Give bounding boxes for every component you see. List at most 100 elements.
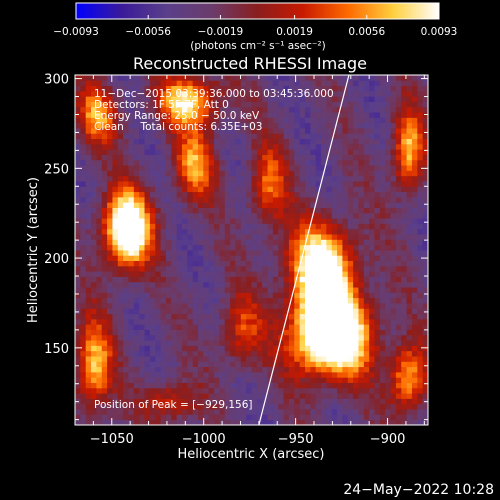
- heatmap-cell: [401, 117, 408, 124]
- heatmap-cell: [278, 292, 284, 299]
- heatmap-cell: [171, 419, 178, 425]
- heatmap-cell: [411, 361, 418, 368]
- heatmap-cell: [369, 138, 375, 145]
- heatmap-cell: [123, 96, 129, 102]
- heatmap-cell: [101, 393, 108, 399]
- heatmap-cell: [267, 90, 274, 97]
- heatmap-cell: [326, 191, 333, 198]
- heatmap-cell: [214, 234, 220, 240]
- heatmap-cell: [272, 244, 279, 251]
- heatmap-cell: [326, 414, 333, 421]
- heatmap-cell: [214, 96, 220, 102]
- heatmap-cell: [294, 181, 301, 187]
- heatmap-cell: [160, 170, 167, 177]
- heatmap-cell: [379, 149, 386, 155]
- heatmap-cell: [315, 154, 322, 161]
- heatmap-cell: [149, 398, 156, 405]
- heatmap-cell: [123, 308, 129, 315]
- heatmap-cell: [374, 377, 381, 383]
- heatmap-cell: [96, 366, 103, 373]
- heatmap-cell: [165, 80, 172, 86]
- heatmap-cell: [117, 149, 124, 155]
- heatmap-cell: [294, 234, 301, 240]
- heatmap-cell: [112, 308, 119, 315]
- heatmap-cell: [219, 265, 226, 272]
- heatmap-cell: [203, 106, 210, 113]
- heatmap-cell: [171, 207, 178, 214]
- heatmap-cell: [198, 196, 204, 203]
- heatmap-cell: [214, 329, 220, 336]
- heatmap-cell: [165, 133, 172, 140]
- heatmap-cell: [117, 170, 124, 177]
- heatmap-cell: [267, 265, 274, 272]
- heatmap-cell: [347, 281, 354, 288]
- heatmap-cell: [294, 218, 301, 224]
- heatmap-cell: [107, 387, 113, 394]
- heatmap-cell: [117, 308, 124, 315]
- heatmap-cell: [406, 260, 413, 267]
- heatmap-cell: [315, 361, 322, 368]
- heatmap-cell: [219, 377, 226, 383]
- heatmap-cell: [112, 318, 119, 325]
- heatmap-cell: [85, 329, 92, 336]
- heatmap-cell: [417, 345, 424, 352]
- heatmap-cell: [198, 228, 204, 235]
- heatmap-cell: [406, 186, 413, 193]
- heatmap-cell: [203, 181, 210, 187]
- heatmap-cell: [144, 387, 151, 394]
- heatmap-cell: [85, 271, 92, 277]
- heatmap-cell: [283, 85, 290, 92]
- heatmap-cell: [374, 387, 381, 394]
- heatmap-cell: [96, 318, 103, 325]
- heatmap-cell: [160, 202, 167, 208]
- heatmap-cell: [401, 212, 408, 219]
- heatmap-cell: [123, 90, 129, 97]
- heatmap-cell: [203, 287, 210, 293]
- heatmap-cell: [208, 313, 215, 320]
- heatmap-cell: [80, 393, 87, 399]
- colorbar-frame: [75, 2, 440, 20]
- heatmap-cell: [107, 165, 113, 171]
- heatmap-cell: [91, 75, 97, 81]
- heatmap-cell: [96, 96, 103, 102]
- heatmap-cell: [422, 329, 428, 336]
- heatmap-cell: [358, 101, 365, 108]
- heatmap-cell: [123, 75, 129, 81]
- heatmap-cell: [347, 122, 354, 129]
- heatmap-cell: [304, 96, 311, 102]
- heatmap-cell: [321, 414, 327, 421]
- heatmap-cell: [256, 334, 263, 341]
- heatmap-cell: [75, 101, 81, 108]
- heatmap-cell: [203, 345, 210, 352]
- heatmap-cell: [411, 244, 418, 251]
- heatmap-cell: [294, 117, 301, 124]
- heatmap-cell: [337, 80, 343, 86]
- heatmap-cell: [123, 303, 129, 309]
- heatmap-cell: [342, 212, 349, 219]
- heatmap-cell: [337, 361, 343, 368]
- heatmap-cell: [203, 85, 210, 92]
- heatmap-cell: [262, 212, 268, 219]
- heatmap-cell: [214, 75, 220, 81]
- heatmap-cell: [417, 276, 424, 283]
- heatmap-cell: [139, 250, 145, 256]
- heatmap-cell: [417, 85, 424, 92]
- heatmap-cell: [321, 403, 327, 410]
- heatmap-cell: [422, 366, 428, 373]
- heatmap-cell: [369, 265, 375, 272]
- heatmap-cell: [155, 80, 161, 86]
- heatmap-cell: [251, 329, 258, 336]
- heatmap-cell: [353, 356, 359, 362]
- heatmap-cell: [128, 218, 135, 224]
- heatmap-cell: [390, 297, 397, 304]
- heatmap-cell: [251, 191, 258, 198]
- heatmap-cell: [75, 265, 81, 272]
- heatmap-cell: [176, 371, 183, 378]
- heatmap-cell: [283, 276, 290, 283]
- heatmap-cell: [123, 287, 129, 293]
- heatmap-cell: [230, 356, 236, 362]
- heatmap-cell: [198, 128, 204, 134]
- heatmap-cell: [192, 106, 199, 113]
- heatmap-cell: [203, 186, 210, 193]
- heatmap-cell: [251, 228, 258, 235]
